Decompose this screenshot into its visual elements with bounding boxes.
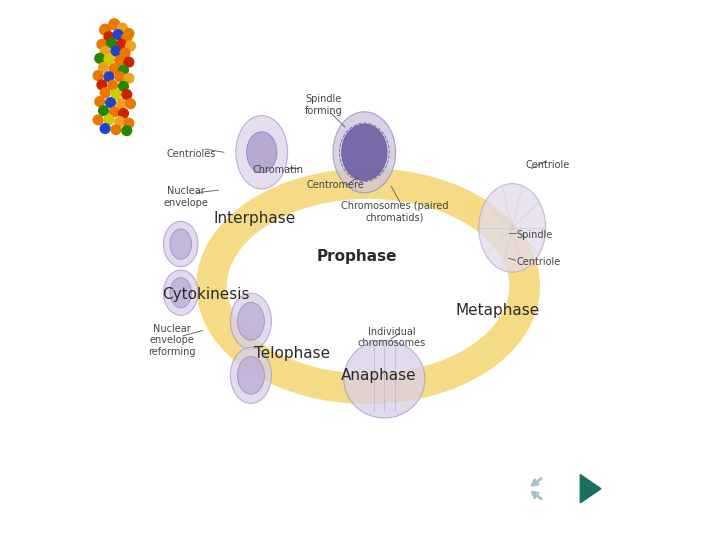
Circle shape — [115, 72, 125, 82]
Circle shape — [111, 90, 121, 99]
Circle shape — [122, 126, 132, 136]
Circle shape — [107, 38, 117, 48]
Circle shape — [122, 33, 132, 43]
Text: Telophase: Telophase — [254, 346, 330, 361]
Circle shape — [104, 32, 114, 42]
Circle shape — [95, 53, 104, 63]
Circle shape — [117, 23, 127, 33]
Circle shape — [125, 41, 135, 51]
Text: Centriole: Centriole — [526, 160, 570, 170]
Circle shape — [119, 65, 128, 75]
Ellipse shape — [341, 124, 387, 180]
Circle shape — [100, 88, 110, 98]
Circle shape — [125, 99, 135, 109]
Circle shape — [124, 57, 134, 67]
Circle shape — [100, 46, 110, 56]
Text: Nuclear
envelope
reforming: Nuclear envelope reforming — [148, 323, 196, 357]
Text: Metaphase: Metaphase — [456, 303, 540, 318]
Circle shape — [94, 115, 103, 125]
Text: Individual
chromosomes: Individual chromosomes — [357, 327, 426, 348]
Text: Centrioles: Centrioles — [167, 149, 216, 159]
Ellipse shape — [230, 347, 271, 403]
Circle shape — [109, 107, 120, 117]
Circle shape — [119, 82, 128, 91]
Text: Anaphase: Anaphase — [341, 368, 417, 383]
Ellipse shape — [344, 340, 425, 418]
Text: Cytokinesis: Cytokinesis — [162, 287, 250, 302]
Ellipse shape — [246, 132, 277, 173]
Circle shape — [124, 73, 134, 83]
Circle shape — [124, 29, 134, 38]
Circle shape — [124, 118, 134, 128]
Text: Interphase: Interphase — [214, 211, 296, 226]
Circle shape — [111, 125, 121, 134]
Text: Centriole: Centriole — [517, 257, 561, 267]
Text: Prophase: Prophase — [317, 249, 397, 264]
Circle shape — [120, 48, 130, 58]
Ellipse shape — [170, 229, 192, 259]
Circle shape — [111, 46, 121, 56]
Text: Spindle
forming: Spindle forming — [305, 94, 342, 116]
Ellipse shape — [238, 302, 264, 340]
Circle shape — [104, 115, 114, 125]
Circle shape — [97, 80, 107, 90]
Circle shape — [115, 56, 125, 65]
Circle shape — [94, 71, 103, 80]
Ellipse shape — [163, 270, 198, 315]
Ellipse shape — [163, 221, 198, 267]
Text: Chromosomes (paired
chromatids): Chromosomes (paired chromatids) — [341, 201, 449, 222]
Circle shape — [95, 97, 104, 106]
Circle shape — [109, 19, 120, 30]
Circle shape — [97, 39, 107, 49]
Ellipse shape — [238, 356, 264, 394]
Circle shape — [113, 30, 123, 39]
Circle shape — [109, 64, 120, 73]
Circle shape — [117, 99, 126, 109]
Circle shape — [119, 109, 128, 118]
Circle shape — [99, 24, 111, 35]
Ellipse shape — [333, 112, 396, 193]
Polygon shape — [580, 475, 601, 503]
Ellipse shape — [479, 184, 546, 272]
Text: Spindle: Spindle — [517, 230, 553, 240]
Text: Chromatin: Chromatin — [253, 165, 303, 175]
Text: Centromere: Centromere — [307, 180, 364, 190]
Circle shape — [108, 80, 117, 90]
Circle shape — [100, 124, 110, 133]
Circle shape — [106, 98, 115, 107]
Text: Nuclear
envelope: Nuclear envelope — [163, 186, 209, 208]
Circle shape — [99, 63, 108, 72]
Circle shape — [99, 106, 108, 116]
Circle shape — [115, 117, 125, 126]
Ellipse shape — [230, 293, 271, 349]
Circle shape — [122, 90, 132, 99]
Ellipse shape — [236, 116, 288, 189]
Circle shape — [104, 72, 114, 82]
Circle shape — [104, 55, 114, 64]
Ellipse shape — [170, 278, 192, 308]
Circle shape — [117, 39, 126, 49]
